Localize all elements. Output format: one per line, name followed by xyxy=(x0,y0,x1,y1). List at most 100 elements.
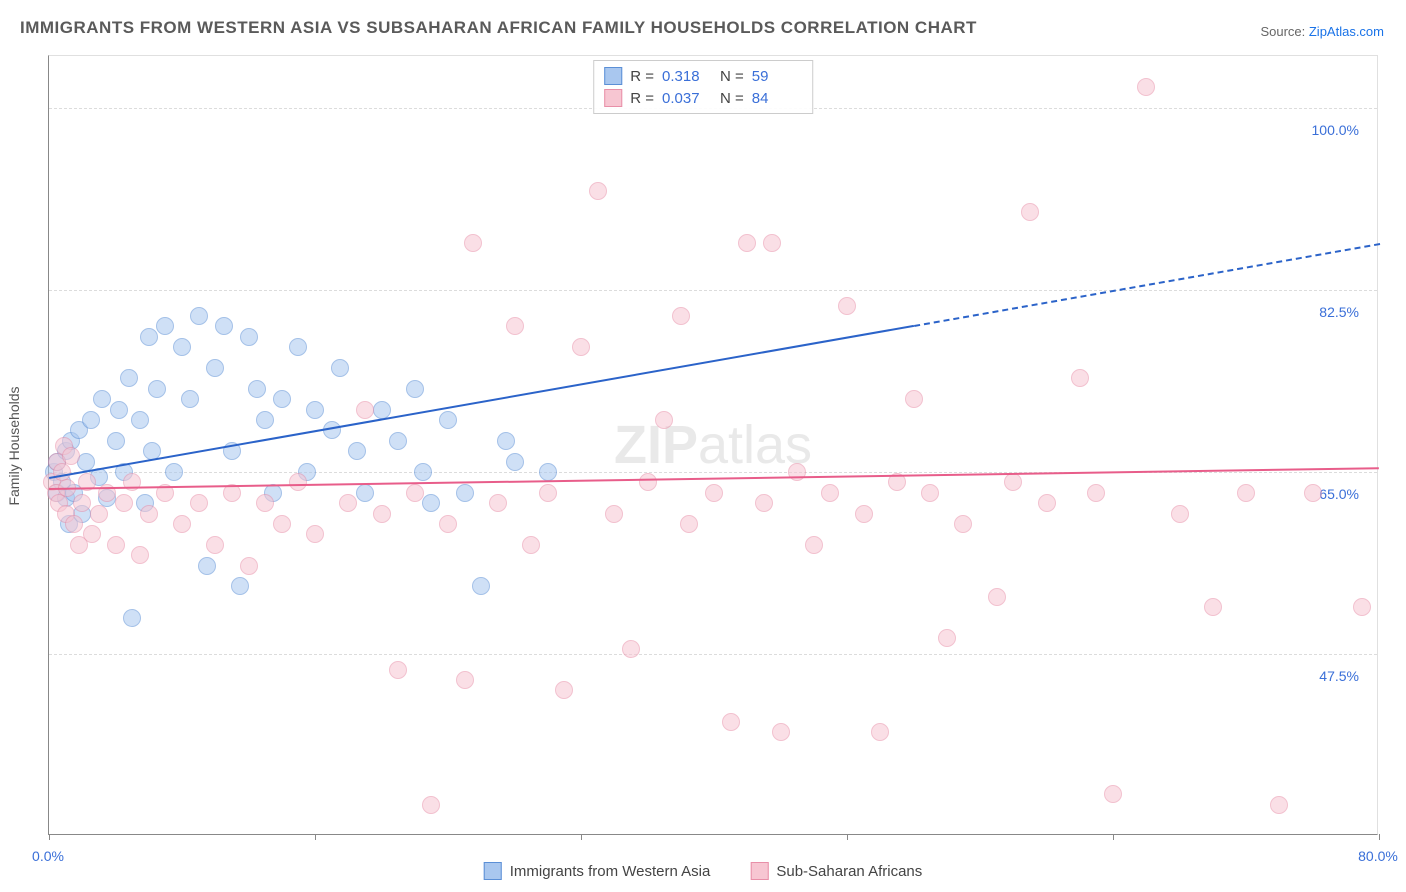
data-point xyxy=(672,307,690,325)
data-point xyxy=(589,182,607,200)
data-point xyxy=(181,390,199,408)
data-point xyxy=(555,681,573,699)
data-point xyxy=(1004,473,1022,491)
y-tick-label: 47.5% xyxy=(1319,668,1367,684)
data-point xyxy=(198,557,216,575)
data-point xyxy=(1104,785,1122,803)
data-point xyxy=(572,338,590,356)
data-point xyxy=(131,411,149,429)
r-label: R = xyxy=(630,68,654,85)
data-point xyxy=(107,432,125,450)
data-point xyxy=(1087,484,1105,502)
scatter-plot: ZIPatlas 47.5%65.0%82.5%100.0% xyxy=(48,55,1378,835)
data-point xyxy=(422,796,440,814)
data-point xyxy=(639,473,657,491)
data-point xyxy=(273,390,291,408)
data-point xyxy=(206,359,224,377)
gridline xyxy=(49,290,1377,291)
source-prefix: Source: xyxy=(1260,24,1308,39)
data-point xyxy=(855,505,873,523)
data-point xyxy=(921,484,939,502)
data-point xyxy=(273,515,291,533)
data-point xyxy=(107,536,125,554)
legend-row: R =0.318N =59 xyxy=(604,65,802,87)
data-point xyxy=(131,546,149,564)
r-label: R = xyxy=(630,90,654,107)
data-point xyxy=(62,447,80,465)
data-point xyxy=(215,317,233,335)
data-point xyxy=(456,671,474,689)
data-point xyxy=(414,463,432,481)
data-point xyxy=(115,494,133,512)
y-tick-label: 65.0% xyxy=(1319,486,1367,502)
data-point xyxy=(120,369,138,387)
data-point xyxy=(240,557,258,575)
r-value: 0.318 xyxy=(662,68,712,85)
data-point xyxy=(93,390,111,408)
data-point xyxy=(464,234,482,252)
regression-line xyxy=(914,243,1380,327)
source-link[interactable]: ZipAtlas.com xyxy=(1309,24,1384,39)
data-point xyxy=(755,494,773,512)
legend-swatch xyxy=(604,89,622,107)
data-point xyxy=(82,411,100,429)
legend-label: Sub-Saharan Africans xyxy=(776,863,922,880)
legend-swatch xyxy=(604,67,622,85)
chart-title: IMMIGRANTS FROM WESTERN ASIA VS SUBSAHAR… xyxy=(20,18,977,38)
n-label: N = xyxy=(720,68,744,85)
r-value: 0.037 xyxy=(662,90,712,107)
data-point xyxy=(406,380,424,398)
data-point xyxy=(838,297,856,315)
data-point xyxy=(1038,494,1056,512)
data-point xyxy=(506,453,524,471)
data-point xyxy=(140,505,158,523)
x-tick xyxy=(49,834,50,840)
data-point xyxy=(439,515,457,533)
data-point xyxy=(805,536,823,554)
gridline xyxy=(49,654,1377,655)
x-tick xyxy=(581,834,582,840)
data-point xyxy=(110,401,128,419)
data-point xyxy=(140,328,158,346)
y-axis-label: Family Households xyxy=(6,386,22,505)
x-tick-label: 0.0% xyxy=(32,848,64,864)
series-legend: Immigrants from Western Asia Sub-Saharan … xyxy=(484,862,923,880)
data-point xyxy=(456,484,474,502)
data-point xyxy=(165,463,183,481)
data-point xyxy=(938,629,956,647)
data-point xyxy=(905,390,923,408)
data-point xyxy=(1071,369,1089,387)
data-point xyxy=(988,588,1006,606)
data-point xyxy=(173,515,191,533)
data-point xyxy=(821,484,839,502)
legend-label: Immigrants from Western Asia xyxy=(510,863,711,880)
x-tick xyxy=(847,834,848,840)
x-tick-label: 80.0% xyxy=(1358,848,1398,864)
data-point xyxy=(680,515,698,533)
data-point xyxy=(489,494,507,512)
data-point xyxy=(173,338,191,356)
data-point xyxy=(655,411,673,429)
data-point xyxy=(123,609,141,627)
data-point xyxy=(605,505,623,523)
data-point xyxy=(1237,484,1255,502)
data-point xyxy=(871,723,889,741)
y-tick-label: 82.5% xyxy=(1319,304,1367,320)
data-point xyxy=(539,484,557,502)
data-point xyxy=(954,515,972,533)
data-point xyxy=(506,317,524,335)
n-label: N = xyxy=(720,90,744,107)
watermark: ZIPatlas xyxy=(614,414,812,476)
data-point xyxy=(248,380,266,398)
legend-swatch xyxy=(750,862,768,880)
data-point xyxy=(1304,484,1322,502)
data-point xyxy=(772,723,790,741)
data-point xyxy=(705,484,723,502)
correlation-legend: R =0.318N =59R =0.037N =84 xyxy=(593,60,813,114)
data-point xyxy=(348,442,366,460)
data-point xyxy=(389,432,407,450)
data-point xyxy=(1204,598,1222,616)
data-point xyxy=(231,577,249,595)
x-tick xyxy=(315,834,316,840)
data-point xyxy=(1171,505,1189,523)
